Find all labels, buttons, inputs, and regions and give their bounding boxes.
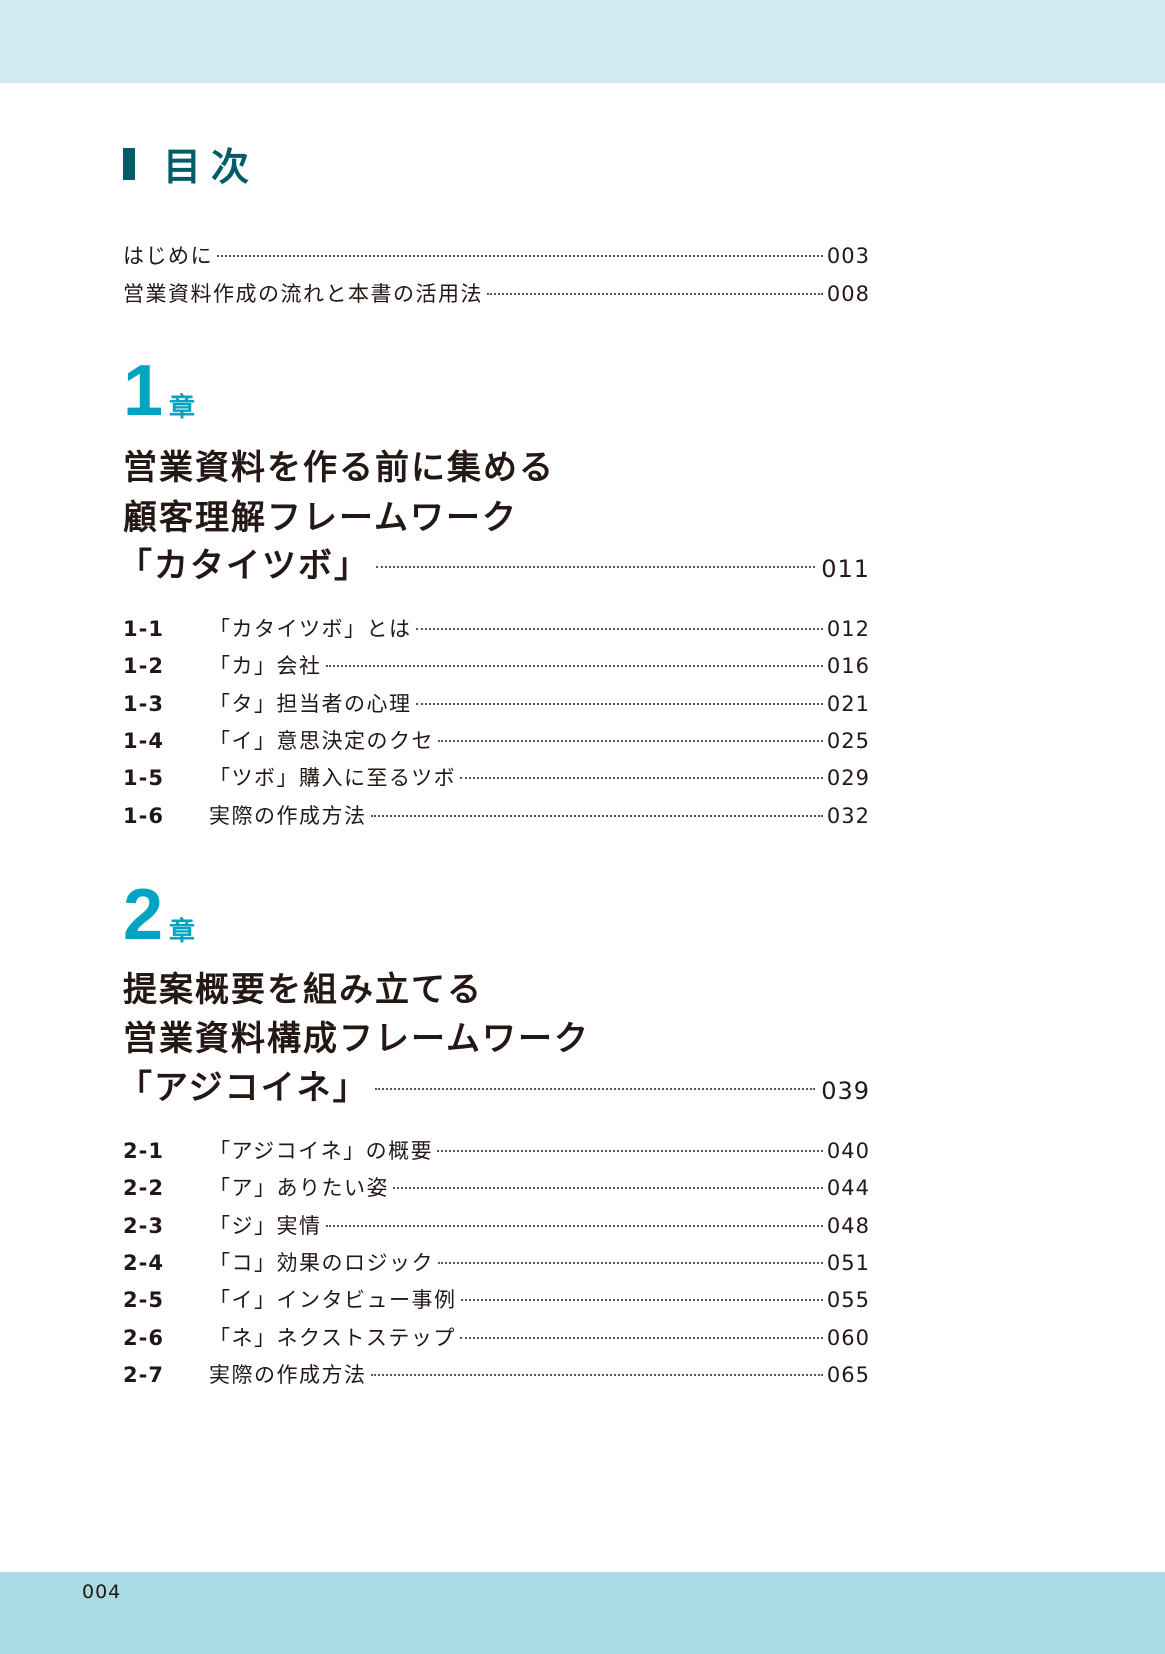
chapter-entry[interactable]: 「アジコイネ」 039: [118, 1060, 870, 1109]
chapter-number: 1 章: [123, 351, 196, 431]
section-page: 060: [826, 1325, 870, 1350]
title-accent-bar: [123, 147, 135, 180]
entry-page: 008: [826, 282, 870, 306]
dot-leader: [437, 1150, 823, 1152]
section-number: 2-5: [123, 1288, 164, 1313]
page-title: 目次: [123, 136, 259, 191]
section-label: 「ジ」実情: [209, 1213, 322, 1238]
chapter-digit: 1: [123, 351, 164, 431]
toc-section-entry[interactable]: 1-4 「イ」意思決定のクセ 025: [123, 725, 870, 755]
chapter-number: 2 章: [123, 875, 196, 955]
section-label: 「ア」ありたい姿: [209, 1176, 389, 1201]
chapter-heading-line: 営業資料を作る前に集める: [123, 448, 555, 488]
dot-leader: [325, 1224, 823, 1227]
chapter-digit: 2: [123, 875, 164, 955]
section-number: 2-7: [123, 1362, 164, 1387]
section-label: 実際の作成方法: [209, 803, 367, 828]
toc-section-entry[interactable]: 2-3 「ジ」実情 048: [123, 1210, 870, 1240]
section-page: 029: [826, 766, 870, 791]
dot-leader: [459, 1336, 823, 1339]
toc-section-entry[interactable]: 2-5 「イ」インタビュー事例 055: [123, 1284, 870, 1314]
footer-band: [0, 1572, 1165, 1654]
dot-leader: [370, 1373, 823, 1376]
page-number: 004: [82, 1581, 122, 1603]
toc-section-entry[interactable]: 2-4 「コ」効果のロジック 051: [123, 1247, 870, 1277]
dot-leader: [460, 1299, 823, 1302]
toc-section-entry[interactable]: 1-2 「カ」会社 016: [123, 650, 870, 680]
dot-leader: [438, 1261, 823, 1264]
toc-section-entry[interactable]: 2-7 実際の作成方法 065: [123, 1359, 870, 1389]
section-page: 065: [826, 1362, 870, 1387]
section-page: 048: [826, 1213, 870, 1238]
toc-section-entry[interactable]: 2-2 「ア」ありたい姿 044: [123, 1172, 870, 1202]
dot-leader: [374, 1088, 816, 1090]
chapter-page: 039: [821, 1077, 870, 1105]
section-label: 「イ」意思決定のクセ: [209, 728, 434, 753]
dot-leader: [370, 814, 823, 817]
dot-leader: [217, 255, 823, 257]
section-label: 「ツボ」購入に至るツボ: [209, 766, 457, 791]
section-page: 032: [826, 803, 870, 828]
section-number: 1-1: [123, 617, 164, 641]
section-page: 051: [826, 1250, 870, 1275]
section-number: 2-4: [123, 1250, 164, 1275]
section-page: 021: [826, 691, 870, 716]
header-band: [0, 0, 1165, 83]
dot-leader: [460, 777, 823, 780]
dot-leader: [325, 665, 823, 668]
chapter-suffix: 章: [169, 393, 196, 423]
section-label: 「タ」担当者の心理: [209, 691, 412, 716]
chapter-heading-line: 営業資料構成フレームワーク: [123, 1019, 590, 1059]
section-page: 055: [826, 1288, 870, 1313]
section-label: 実際の作成方法: [209, 1362, 367, 1387]
toc-section-entry[interactable]: 1-6 実際の作成方法 032: [123, 800, 870, 830]
entry-label: 営業資料作成の流れと本書の活用法: [123, 282, 483, 306]
chapter-heading-line: 提案概要を組み立てる: [123, 970, 483, 1010]
section-number: 2-6: [123, 1325, 164, 1350]
section-label: 「カ」会社: [209, 654, 322, 679]
section-label: 「アジコイネ」の概要: [209, 1139, 434, 1163]
chapter-suffix: 章: [169, 917, 196, 947]
section-number: 1-5: [123, 766, 164, 791]
section-number: 1-6: [123, 803, 164, 828]
toc-entry[interactable]: はじめに 003: [123, 240, 870, 270]
toc-section-entry[interactable]: 1-1 「カタイツボ」とは 012: [123, 613, 870, 643]
toc-section-entry[interactable]: 1-3 「タ」担当者の心理 021: [123, 688, 870, 718]
entry-page: 003: [826, 244, 870, 268]
section-number: 1-4: [123, 728, 164, 753]
section-label: 「ネ」ネクストステップ: [209, 1325, 456, 1350]
dot-leader: [393, 1187, 823, 1190]
section-page: 025: [826, 728, 870, 753]
section-page: 016: [826, 654, 870, 679]
chapter-heading-line: 顧客理解フレームワーク: [123, 498, 518, 538]
section-number: 2-3: [123, 1213, 164, 1238]
section-label: 「イ」インタビュー事例: [209, 1288, 457, 1313]
toc-section-entry[interactable]: 1-5 「ツボ」購入に至るツボ 029: [123, 762, 870, 792]
section-label: 「カタイツボ」とは: [209, 617, 412, 641]
title-text: 目次: [163, 145, 260, 189]
chapter-entry[interactable]: 「カタイツボ」 011: [118, 538, 870, 587]
section-number: 2-1: [123, 1139, 164, 1163]
dot-leader: [415, 702, 823, 705]
section-number: 1-2: [123, 654, 164, 679]
dot-leader: [438, 739, 823, 742]
section-page: 044: [826, 1176, 870, 1201]
chapter-heading-line: 「アジコイネ」: [118, 1068, 369, 1108]
toc-section-entry[interactable]: 2-6 「ネ」ネクストステップ 060: [123, 1322, 870, 1352]
toc-entry[interactable]: 営業資料作成の流れと本書の活用法 008: [123, 278, 870, 308]
chapter-page: 011: [821, 555, 870, 583]
dot-leader: [415, 628, 823, 630]
section-number: 2-2: [123, 1176, 164, 1201]
dot-leader: [376, 566, 816, 568]
entry-label: はじめに: [123, 244, 213, 268]
section-number: 1-3: [123, 691, 164, 716]
section-label: 「コ」効果のロジック: [209, 1250, 434, 1275]
section-page: 012: [826, 617, 870, 641]
chapter-heading-line: 「カタイツボ」: [118, 546, 370, 586]
dot-leader: [487, 293, 823, 295]
toc-section-entry[interactable]: 2-1 「アジコイネ」の概要 040: [123, 1135, 870, 1165]
section-page: 040: [826, 1139, 870, 1163]
